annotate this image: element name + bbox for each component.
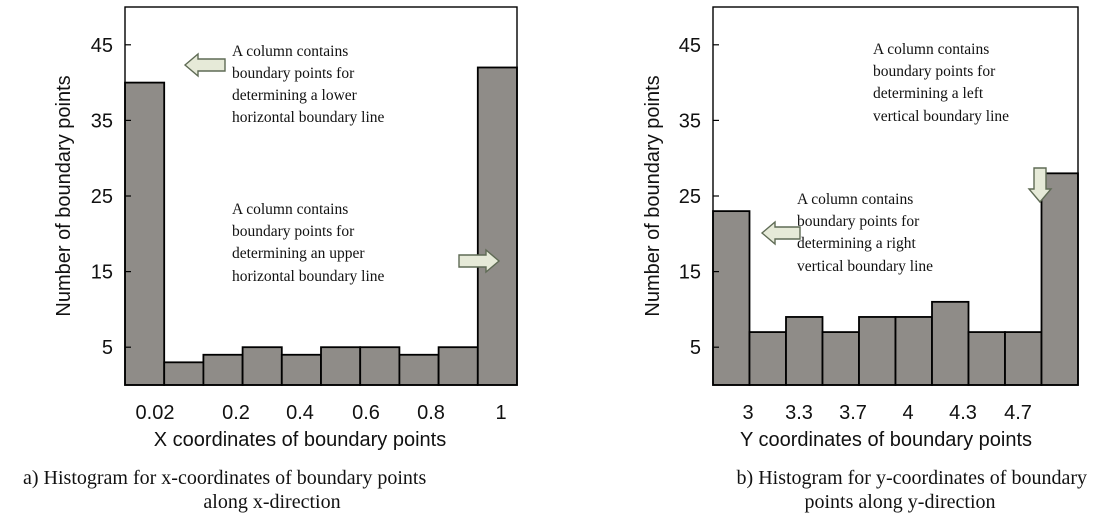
x-tick-label: 4.3 — [949, 402, 977, 424]
annotation-text: vertical boundary line — [797, 258, 933, 275]
annotation-arrow-icon — [760, 220, 801, 246]
histogram-bar — [280, 353, 322, 386]
annotation-text: horizontal boundary line — [232, 109, 384, 126]
annotation-text: boundary points for — [232, 65, 355, 82]
annotation-text: A column contains — [232, 43, 348, 60]
histogram-bar — [437, 346, 479, 386]
figure-caption: along x-direction — [203, 491, 340, 513]
annotation-text: determining a lower — [232, 87, 358, 104]
x-tick-label: 0.02 — [136, 402, 175, 424]
histogram-bar — [821, 331, 860, 386]
x-tick-label: 0.4 — [286, 402, 314, 424]
x-tick-label: 3.3 — [785, 402, 813, 424]
histogram-bar — [124, 81, 166, 386]
annotation-text: determining a left — [873, 85, 984, 102]
y-tick-label: 35 — [679, 110, 701, 132]
annotation-text: determining a right — [797, 235, 916, 252]
figure-caption: b) Histogram for y-coordinates of bounda… — [737, 467, 1087, 489]
histogram-bar — [398, 353, 440, 386]
y-tick-label: 45 — [91, 35, 113, 57]
histogram-x: 5 15 25 35 45 0.02 0.2 0.4 0.6 0.8 1 Number of boun… — [23, 6, 518, 513]
annotation-text: horizontal boundary line — [232, 268, 384, 285]
annotation-text: boundary points for — [232, 223, 355, 240]
histogram-bar — [785, 316, 824, 386]
histogram-bar — [858, 316, 897, 386]
histogram-bar — [967, 331, 1006, 386]
y-tick-label: 25 — [679, 186, 701, 208]
y-tick-label: 15 — [91, 262, 113, 284]
histogram-bar — [1040, 172, 1079, 386]
y-tick-label: 5 — [102, 337, 113, 359]
x-tick-label: 4.7 — [1004, 402, 1032, 424]
figure-caption: a) Histogram for x-coordinates of bounda… — [23, 467, 426, 489]
histogram-bar — [320, 346, 362, 386]
y-axis-label: Number of boundary points — [642, 75, 664, 316]
x-tick-label: 0.2 — [222, 402, 250, 424]
figure-caption: points along y-direction — [804, 491, 995, 513]
y-tick-label: 45 — [679, 35, 701, 57]
x-tick-label: 3 — [742, 402, 753, 424]
annotation-text: boundary points for — [873, 63, 996, 80]
x-tick-label: 3.7 — [839, 402, 867, 424]
histogram-bar — [202, 353, 244, 386]
histogram-bar — [163, 361, 205, 386]
x-tick-label: 1 — [495, 402, 506, 424]
plot-frame — [124, 6, 518, 386]
y-tick-label: 25 — [91, 186, 113, 208]
histogram-bar — [476, 66, 518, 386]
x-tick-label: 0.8 — [417, 402, 445, 424]
y-tick-label: 35 — [91, 110, 113, 132]
annotation-text: determining an upper — [232, 245, 365, 262]
histogram-bar — [241, 346, 283, 386]
histogram-bar — [894, 316, 933, 386]
x-axis-label: Y coordinates of boundary points — [740, 429, 1032, 451]
histogram-bar — [712, 210, 751, 386]
histogram-bar — [1004, 331, 1043, 386]
y-tick-label: 15 — [679, 262, 701, 284]
y-axis-label: Number of boundary points — [53, 75, 75, 316]
histogram-y: 5 15 25 35 45 3 3.3 3.7 4 4.3 4.7 Number of boundar… — [642, 6, 1087, 513]
x-tick-label: 0.6 — [352, 402, 380, 424]
x-tick-label: 4 — [902, 402, 913, 424]
annotation-text: boundary points for — [797, 213, 920, 230]
annotation-arrow-icon — [1027, 167, 1053, 204]
histogram-bar — [359, 346, 401, 386]
annotation-text: A column contains — [873, 41, 989, 58]
x-axis-label: X coordinates of boundary points — [154, 429, 446, 451]
annotation-text: A column contains — [232, 201, 348, 218]
annotation-arrow-icon — [183, 52, 226, 78]
annotation-text: vertical boundary line — [873, 108, 1009, 125]
y-tick-label: 5 — [690, 337, 701, 359]
annotation-text: A column contains — [797, 191, 913, 208]
histogram-bar — [748, 331, 787, 386]
histogram-bar — [931, 300, 970, 386]
annotation-arrow-icon — [458, 248, 501, 274]
